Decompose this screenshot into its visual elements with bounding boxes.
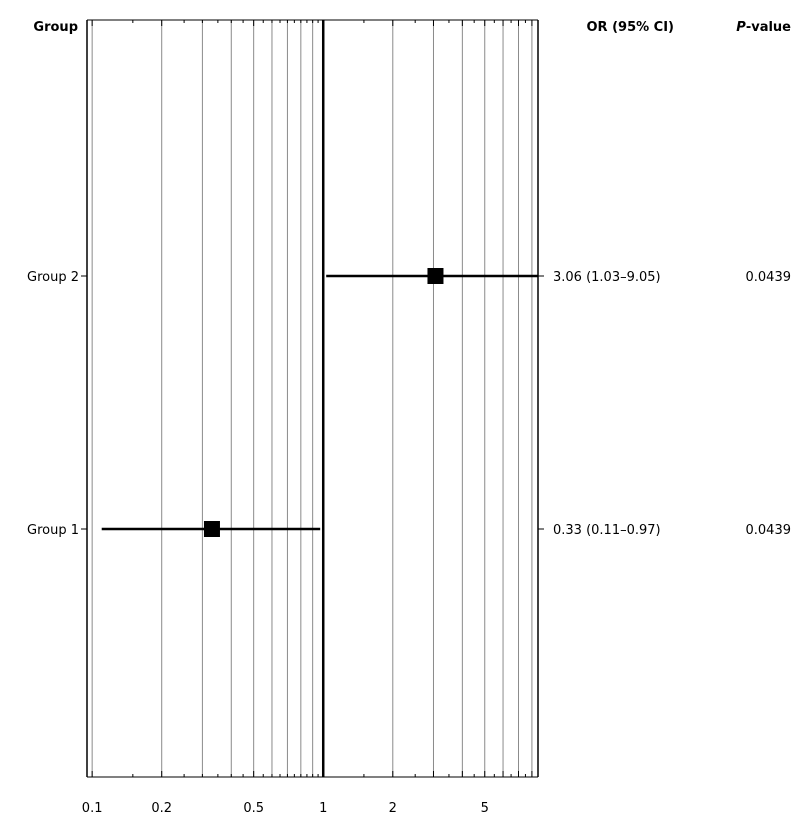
x-tick-label: 5	[481, 801, 489, 814]
header-group: Group	[33, 20, 78, 35]
plot-texts: Group OR (95% CI) P-value 0.1 0.2 0.5 1 2 5 Gr…	[27, 20, 791, 814]
p-value: 0.0439	[746, 270, 792, 285]
row-label: Group 2	[27, 270, 79, 285]
header-p-suffix: -value	[746, 20, 791, 35]
axis-ticks	[81, 20, 544, 777]
x-tick-label: 1	[319, 801, 327, 814]
x-tick-label: 0.2	[151, 801, 172, 814]
header-p-letter: P	[736, 20, 746, 35]
x-tick-label: 2	[389, 801, 397, 814]
point-estimate	[203, 521, 220, 537]
ci-marks	[101, 268, 538, 537]
p-value: 0.0439	[746, 523, 792, 538]
x-tick-label: 0.1	[82, 801, 103, 814]
or-ci-value: 3.06 (1.03–9.05)	[553, 270, 661, 285]
header-p-value: P-value	[736, 20, 791, 35]
or-ci-value: 0.33 (0.11–0.97)	[553, 523, 661, 538]
point-estimate	[427, 268, 444, 284]
x-tick-label: 0.5	[243, 801, 264, 814]
header-or-ci: OR (95% CI)	[587, 20, 675, 35]
gridlines	[91, 20, 533, 777]
row-label: Group 1	[27, 523, 79, 538]
